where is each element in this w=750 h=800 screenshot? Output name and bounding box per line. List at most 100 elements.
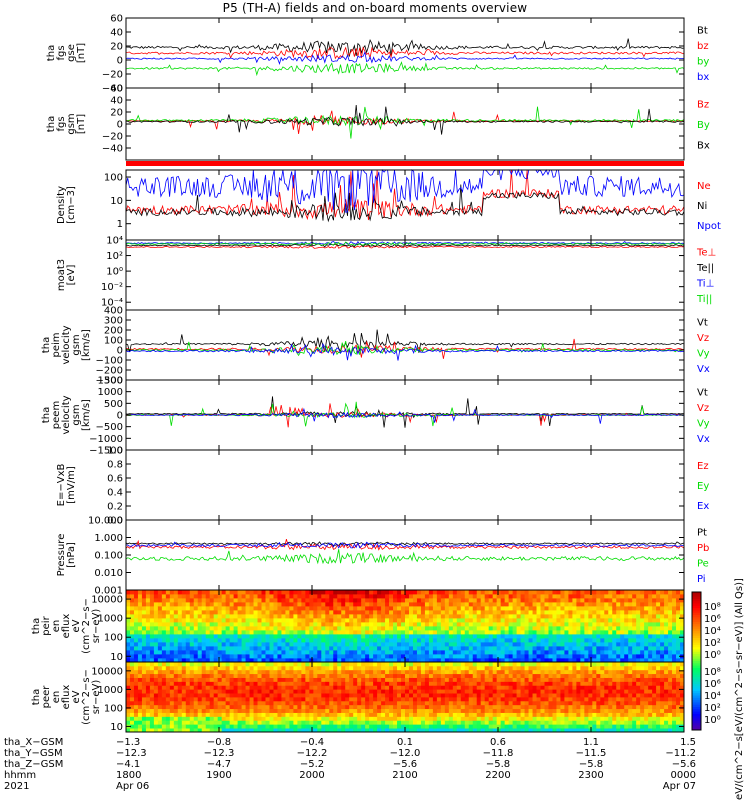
spectrogram-cell	[476, 669, 482, 675]
spectrogram-cell	[181, 720, 187, 725]
spectrogram-cell	[141, 618, 147, 623]
spectrogram-cell	[225, 602, 231, 607]
spectrogram-cell	[496, 712, 502, 717]
spectrogram-cell	[456, 708, 462, 713]
spectrogram-cell	[408, 618, 414, 623]
spectrogram-cell	[145, 716, 151, 721]
spectrogram-cell	[440, 716, 446, 721]
spectrogram-cell	[189, 594, 195, 599]
spectrogram-cell	[197, 704, 203, 710]
spectrogram-cell	[672, 646, 677, 651]
spectrogram-cell	[660, 602, 665, 607]
spectrogram-cell	[129, 720, 135, 725]
spectrogram-cell	[676, 658, 681, 663]
spectrogram-cell	[189, 689, 195, 694]
spectrogram-cell	[412, 704, 418, 710]
spectrogram-cell	[556, 724, 561, 729]
spectrogram-cell	[452, 646, 458, 651]
spectrogram-cell	[149, 606, 155, 611]
spectrogram-cell	[209, 685, 215, 690]
spectrogram-cell	[456, 626, 462, 631]
spectrogram-cell	[576, 638, 581, 643]
spectrogram-cell	[317, 618, 322, 623]
spectrogram-cell	[217, 716, 223, 721]
spectrogram-cell	[221, 724, 227, 729]
spectrogram-cell	[552, 662, 557, 667]
spectrogram-cell	[588, 630, 593, 635]
spectrogram-cell	[536, 646, 541, 651]
spectrogram-cell	[476, 720, 482, 725]
spectrogram-cell	[201, 662, 207, 667]
spectrogram-cell	[520, 728, 525, 733]
spectrogram-cell	[369, 594, 374, 599]
spectrogram-cell	[500, 650, 506, 655]
spectrogram-cell	[145, 594, 151, 599]
spectrogram-cell	[524, 697, 529, 702]
spectrogram-cell	[157, 704, 163, 710]
spectrogram-cell	[313, 618, 318, 623]
spectrogram-cell	[329, 634, 334, 639]
spectrogram-cell	[672, 634, 677, 639]
spectrogram-cell	[241, 689, 246, 694]
spectrogram-cell	[297, 712, 302, 717]
spectrogram-cell	[540, 594, 545, 599]
spectrogram-cell	[440, 665, 446, 671]
spectrogram-cell	[397, 646, 402, 651]
spectrogram-cell	[153, 728, 159, 733]
spectrogram-cell	[345, 712, 350, 717]
spectrogram-cell	[137, 673, 143, 678]
spectrogram-cell	[365, 614, 370, 619]
spectrogram-cell	[337, 720, 342, 725]
spectrogram-cell	[600, 642, 605, 647]
spectrogram-cell	[377, 669, 382, 675]
spectrogram-cell	[357, 626, 362, 631]
spectrogram-cell	[273, 606, 278, 611]
spectrogram-cell	[181, 602, 187, 607]
spectrogram-cell	[381, 700, 386, 706]
spectrogram-cell	[253, 654, 258, 659]
spectrogram-cell	[369, 626, 374, 631]
spectrogram-cell	[325, 677, 330, 682]
spectrogram-cell	[241, 594, 246, 599]
spectrogram-cell	[325, 681, 330, 686]
spectrogram-cell	[205, 685, 211, 690]
spectrogram-cell	[233, 712, 238, 717]
spectrogram-cell	[520, 708, 525, 713]
spectrogram-cell	[381, 662, 386, 667]
spectrogram-cell	[420, 681, 426, 686]
spectrogram-cell	[145, 634, 151, 639]
spectrogram-cell	[416, 665, 422, 671]
y-tick-label: −200	[96, 366, 123, 377]
spectrogram-cell	[668, 634, 673, 639]
spectrogram-cell	[337, 712, 342, 717]
spectrogram-cell	[197, 669, 203, 675]
spectrogram-cell	[464, 590, 470, 595]
spectrogram-cell	[412, 654, 418, 659]
spectrogram-cell	[325, 716, 330, 721]
spectrogram-cell	[357, 658, 362, 663]
spectrogram-cell	[129, 712, 135, 717]
spectrogram-cell	[616, 590, 621, 595]
spectrogram-cell	[440, 662, 446, 667]
spectrogram-cell	[309, 665, 314, 671]
spectrogram-cell	[436, 697, 442, 702]
y-axis-label: thapeemvelocitygsm[km/s]	[41, 395, 92, 434]
spectrogram-cell	[157, 700, 163, 706]
spectrogram-cell	[313, 728, 318, 733]
spectrogram-cell	[137, 634, 143, 639]
spectrogram-cell	[185, 610, 191, 615]
spectrogram-cell	[181, 658, 187, 663]
spectrogram-cell	[209, 708, 215, 713]
spectrogram-cell	[592, 618, 597, 623]
spectrogram-cell	[385, 693, 390, 698]
spectrogram-cell	[528, 654, 533, 659]
spectrogram-cell	[420, 697, 426, 702]
legend-entry: Vx	[697, 434, 710, 445]
spectrogram-cell	[177, 704, 183, 710]
spectrogram-cell	[381, 658, 386, 663]
spectrogram-cell	[361, 618, 366, 623]
spectrogram-cell	[548, 634, 553, 639]
spectrogram-cell	[177, 708, 183, 713]
spectrogram-cell	[341, 677, 346, 682]
spectrogram-cell	[500, 685, 506, 690]
